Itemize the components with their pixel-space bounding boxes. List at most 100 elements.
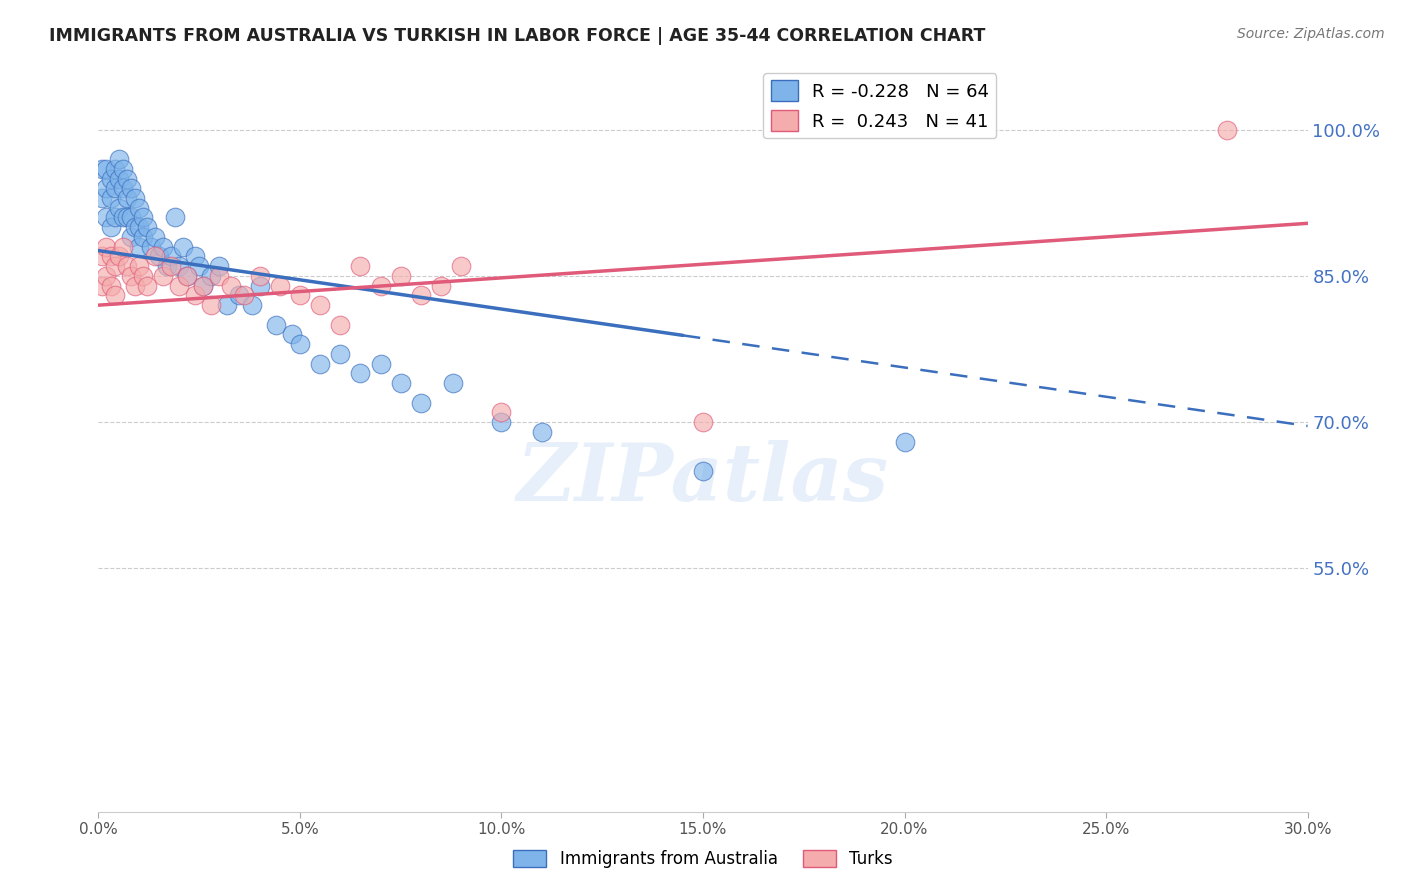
Point	[128, 259, 150, 273]
Point	[232, 288, 254, 302]
Point	[156, 259, 179, 273]
Point	[349, 367, 371, 381]
Point	[115, 259, 138, 273]
Point	[135, 220, 157, 235]
Point	[111, 211, 134, 225]
Point	[100, 191, 122, 205]
Point	[124, 278, 146, 293]
Point	[389, 376, 412, 390]
Point	[103, 181, 125, 195]
Point	[115, 191, 138, 205]
Point	[281, 327, 304, 342]
Point	[115, 171, 138, 186]
Point	[692, 415, 714, 429]
Point	[132, 268, 155, 283]
Point	[100, 250, 122, 264]
Point	[124, 220, 146, 235]
Point	[370, 357, 392, 371]
Point	[143, 250, 166, 264]
Point	[240, 298, 263, 312]
Point	[160, 259, 183, 273]
Point	[193, 278, 215, 293]
Point	[167, 278, 190, 293]
Point	[107, 201, 129, 215]
Point	[160, 250, 183, 264]
Point	[309, 357, 332, 371]
Point	[217, 298, 239, 312]
Point	[96, 211, 118, 225]
Point	[430, 278, 453, 293]
Point	[107, 250, 129, 264]
Point	[167, 259, 190, 273]
Point	[329, 318, 352, 332]
Point	[441, 376, 464, 390]
Point	[172, 240, 194, 254]
Point	[409, 395, 432, 409]
Point	[96, 268, 118, 283]
Point	[370, 278, 392, 293]
Point	[491, 405, 513, 419]
Point	[530, 425, 553, 439]
Point	[329, 347, 352, 361]
Point	[120, 181, 142, 195]
Legend: R = -0.228   N = 64, R =  0.243   N = 41: R = -0.228 N = 64, R = 0.243 N = 41	[763, 73, 997, 138]
Point	[139, 240, 162, 254]
Point	[103, 211, 125, 225]
Point	[100, 171, 122, 186]
Point	[107, 171, 129, 186]
Point	[176, 268, 198, 283]
Point	[309, 298, 332, 312]
Point	[135, 278, 157, 293]
Point	[221, 278, 243, 293]
Point	[132, 211, 155, 225]
Point	[450, 259, 472, 273]
Point	[163, 211, 186, 225]
Point	[100, 220, 122, 235]
Point	[143, 230, 166, 244]
Point	[692, 464, 714, 478]
Point	[193, 278, 215, 293]
Point	[120, 230, 142, 244]
Point	[128, 220, 150, 235]
Point	[100, 278, 122, 293]
Point	[288, 288, 311, 302]
Point	[200, 298, 222, 312]
Legend: Immigrants from Australia, Turks: Immigrants from Australia, Turks	[506, 843, 900, 875]
Point	[249, 268, 271, 283]
Point	[107, 152, 129, 166]
Point	[491, 415, 513, 429]
Point	[128, 201, 150, 215]
Point	[120, 211, 142, 225]
Point	[184, 288, 207, 302]
Point	[152, 240, 174, 254]
Point	[103, 161, 125, 176]
Point	[91, 161, 114, 176]
Point	[96, 240, 118, 254]
Point	[91, 250, 114, 264]
Point	[269, 278, 291, 293]
Point	[288, 337, 311, 351]
Point	[176, 268, 198, 283]
Point	[208, 268, 231, 283]
Point	[96, 181, 118, 195]
Point	[103, 288, 125, 302]
Point	[389, 268, 412, 283]
Point	[103, 259, 125, 273]
Text: ZIPatlas: ZIPatlas	[517, 440, 889, 517]
Point	[148, 250, 170, 264]
Point	[228, 288, 250, 302]
Point	[111, 161, 134, 176]
Point	[152, 268, 174, 283]
Point	[200, 268, 222, 283]
Point	[128, 240, 150, 254]
Text: Source: ZipAtlas.com: Source: ZipAtlas.com	[1237, 27, 1385, 41]
Point	[115, 211, 138, 225]
Text: IMMIGRANTS FROM AUSTRALIA VS TURKISH IN LABOR FORCE | AGE 35-44 CORRELATION CHAR: IMMIGRANTS FROM AUSTRALIA VS TURKISH IN …	[49, 27, 986, 45]
Point	[188, 259, 211, 273]
Point	[120, 268, 142, 283]
Point	[208, 259, 231, 273]
Point	[91, 278, 114, 293]
Point	[132, 230, 155, 244]
Point	[1216, 123, 1239, 137]
Point	[111, 181, 134, 195]
